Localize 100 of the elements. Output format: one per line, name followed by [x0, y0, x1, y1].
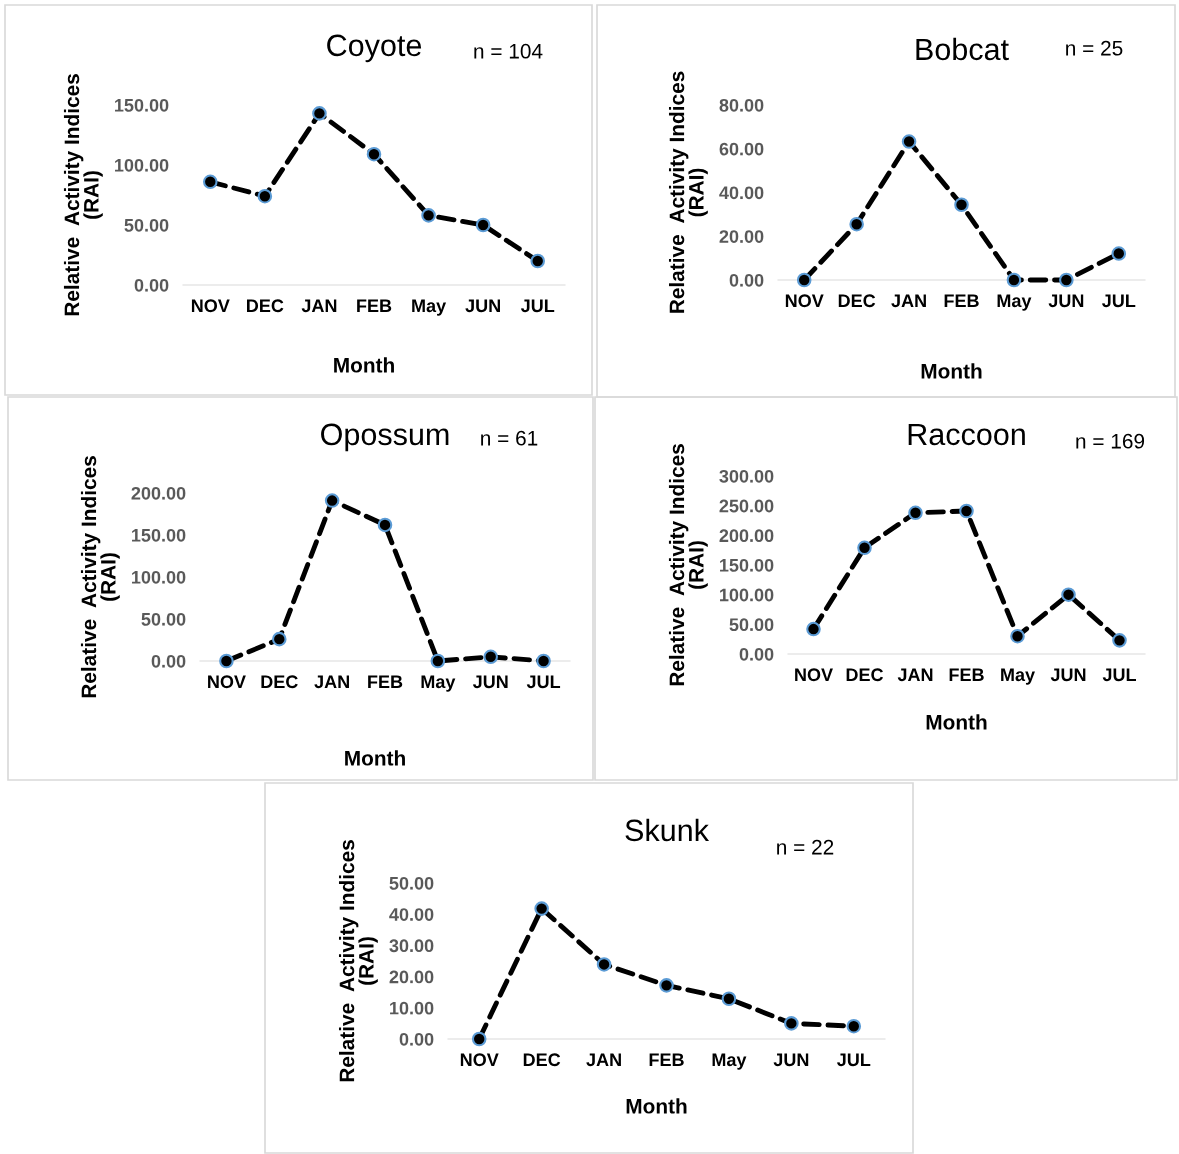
y-tick-label: 0.00: [739, 647, 774, 661]
y-tick-label: 200.00: [719, 529, 774, 543]
point: [659, 978, 674, 993]
y-axis-title: Relative Activity Indices (RAI): [668, 71, 708, 313]
y-tick-label: 40.00: [719, 186, 764, 200]
y-tick-label: 60.00: [719, 142, 764, 156]
x-tick-label: NOV: [191, 299, 230, 313]
point: [849, 216, 864, 232]
text: n = 104: [474, 43, 543, 59]
x-tick-label: JUN: [773, 1053, 809, 1067]
y-tick-label: 0.00: [729, 273, 764, 287]
x-axis-title: Month: [921, 363, 982, 379]
y-tick-label: 0.00: [151, 654, 186, 668]
y-tick-label: 40.00: [389, 908, 434, 921]
y-axis-title: Relative Activity Indices (RAI): [668, 444, 708, 686]
point: [471, 1031, 487, 1047]
x-tick-label: JUL: [1102, 294, 1136, 308]
y-axis-title: Relative Activity Indices (RAI): [338, 840, 378, 1082]
y-tick-label: 50.00: [729, 618, 774, 632]
x-tick-label: FEB: [357, 299, 392, 312]
x-tick-label: FEB: [368, 675, 403, 688]
chart-title: Bobcat: [916, 37, 1009, 61]
point: [1061, 587, 1076, 602]
x-tick-label: DEC: [261, 675, 298, 689]
point: [806, 621, 821, 637]
x-axis-title: Month: [334, 357, 394, 373]
y-tick-label: 0.00: [134, 278, 169, 292]
point: [203, 174, 218, 190]
x-tick-label: FEB: [649, 1053, 684, 1066]
point: [219, 653, 234, 669]
point: [1112, 633, 1127, 648]
text: n = 22: [777, 839, 834, 855]
x-axis-title: Month: [345, 750, 405, 766]
text: n = 169: [1076, 433, 1145, 449]
x-tick-label: FEB: [944, 294, 979, 307]
x-tick-label: JUN: [465, 299, 500, 313]
x-tick-label: May: [997, 294, 1032, 311]
point: [366, 146, 382, 162]
point: [272, 631, 287, 647]
x-tick-label: JAN: [897, 668, 933, 682]
x-tick-label: JAN: [586, 1053, 621, 1067]
x-tick-label: JUL: [1102, 668, 1136, 682]
x-tick-label: JUL: [526, 675, 561, 689]
x-tick-label: JUN: [1048, 294, 1084, 308]
point: [1059, 272, 1074, 288]
text: n = 61: [481, 430, 538, 446]
text: n = 25: [1066, 40, 1123, 56]
point: [534, 901, 549, 916]
y-tick-label: 30.00: [389, 939, 434, 953]
point: [1006, 272, 1022, 288]
y-tick-label: 100.00: [720, 588, 774, 602]
x-tick-label: JAN: [301, 299, 337, 313]
point: [846, 1018, 862, 1034]
point: [901, 134, 917, 149]
y-tick-label: 150.00: [132, 528, 186, 542]
point: [312, 106, 327, 121]
point: [475, 217, 491, 233]
x-tick-label: DEC: [523, 1053, 561, 1067]
y-tick-label: 50.00: [124, 218, 169, 232]
point: [430, 653, 446, 669]
y-tick-label: 10.00: [390, 1001, 434, 1015]
point: [421, 208, 436, 223]
point: [1010, 628, 1025, 644]
x-tick-label: May: [412, 299, 447, 316]
y-tick-label: 150.00: [115, 98, 169, 112]
y-tick-label: 80.00: [719, 98, 764, 112]
x-tick-label: May: [712, 1053, 747, 1070]
x-tick-label: DEC: [846, 668, 884, 682]
x-tick-label: JAN: [891, 294, 926, 308]
point: [483, 649, 498, 665]
x-tick-label: DEC: [838, 294, 876, 308]
x-tick-label: JUL: [837, 1053, 871, 1067]
y-tick-label: 200.00: [131, 486, 186, 500]
point: [721, 991, 737, 1007]
y-tick-label: 150.00: [720, 558, 774, 572]
y-tick-label: 0.00: [399, 1032, 434, 1046]
y-tick-label: 100.00: [115, 158, 169, 172]
x-tick-label: DEC: [247, 299, 284, 313]
point: [796, 272, 812, 288]
x-tick-label: NOV: [795, 668, 833, 682]
point: [784, 1016, 799, 1031]
chart-title: Opossum: [321, 423, 449, 452]
point: [857, 540, 872, 556]
point: [257, 188, 273, 204]
y-axis-title: Relative Activity Indices (RAI): [63, 74, 103, 316]
y-tick-label: 20.00: [719, 230, 764, 243]
x-tick-label: NOV: [460, 1053, 499, 1067]
point: [1111, 246, 1127, 261]
y-tick-label: 100.00: [132, 570, 186, 584]
x-tick-label: JAN: [314, 675, 349, 689]
x-tick-label: JUN: [1050, 668, 1086, 682]
x-tick-label: JUN: [472, 675, 508, 689]
x-tick-label: JUL: [520, 299, 555, 313]
x-tick-label: May: [421, 675, 456, 692]
point: [596, 957, 612, 972]
point: [959, 503, 974, 519]
point: [536, 653, 551, 669]
x-tick-label: NOV: [785, 294, 824, 308]
x-axis-title: Month: [926, 714, 987, 730]
y-tick-label: 250.00: [719, 499, 774, 513]
